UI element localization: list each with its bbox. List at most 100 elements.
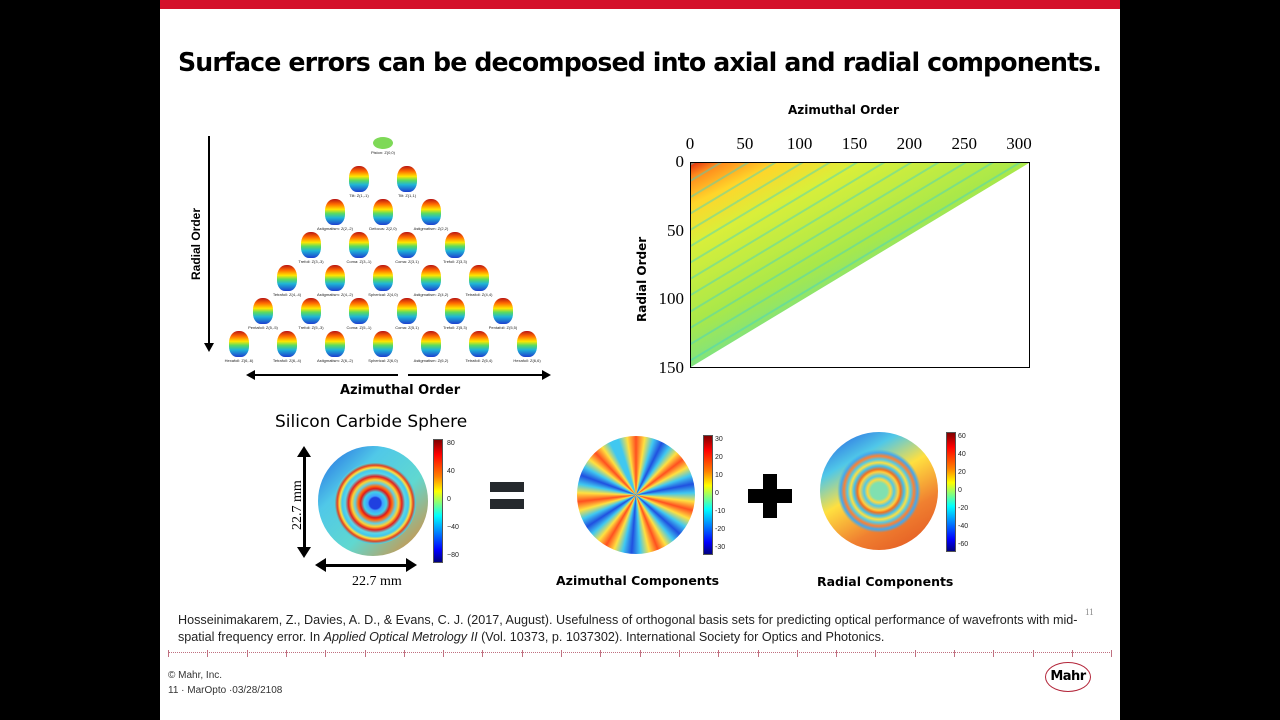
zernike-mode-label: Trefoil: Z(5,3) xyxy=(443,325,467,330)
footer-ruler xyxy=(168,650,1113,658)
zernike-mode-label: Tetrafoil: Z(4,4) xyxy=(465,292,493,297)
zernike-surface-icon xyxy=(397,298,417,324)
zernike-mode: Astigmatism: Z(4,2) xyxy=(411,265,451,297)
zernike-mode: Astigmatism: Z(4,-2) xyxy=(315,265,355,297)
azimuthal-order-label: Azimuthal Order xyxy=(340,383,461,398)
zernike-mode-label: Astigmatism: Z(4,-2) xyxy=(316,292,353,297)
zernike-mode: Coma: Z(5,-1) xyxy=(339,298,379,330)
zernike-mode-label: Tetrafoil: Z(4,-4) xyxy=(272,292,302,297)
zernike-mode-label: Astigmatism: Z(6,2) xyxy=(413,358,449,363)
zernike-mode-label: Trefoil: Z(5,-3) xyxy=(298,325,324,330)
zernike-mode-label: Astigmatism: Z(2,2) xyxy=(413,226,449,231)
zernike-surface-icon xyxy=(421,265,441,291)
y-tick-label: 150 xyxy=(658,358,685,377)
zernike-mode-label: Astigmatism: Z(4,2) xyxy=(413,292,449,297)
zernike-surface-icon xyxy=(445,232,465,258)
y-tick-label: 50 xyxy=(667,220,684,240)
citation-text: Hosseinimakarem, Z., Davies, A. D., & Ev… xyxy=(178,613,1078,644)
colorbar-tick-label: 20 xyxy=(958,469,966,476)
zernike-mode: Hexafoil: Z(6,-6) xyxy=(219,331,259,363)
footer-meta: 11 · MarOpto ·03/28/2108 xyxy=(168,685,283,696)
y-tick-label: 0 xyxy=(675,152,685,171)
zernike-surface-icon xyxy=(517,331,537,357)
zernike-mode: Spherical: Z(4,0) xyxy=(363,265,403,297)
zernike-mode: Tilt: Z(1,-1) xyxy=(339,166,379,198)
zernike-mode-label: Trefoil: Z(3,-3) xyxy=(298,259,324,264)
zernike-mode-label: Coma: Z(3,-1) xyxy=(346,259,372,264)
mahr-logo: Mahr xyxy=(1045,662,1091,692)
zernike-surface-icon xyxy=(493,298,513,324)
zernike-surface-icon xyxy=(373,199,393,225)
width-dimension-label: 22.7 mm xyxy=(352,574,402,589)
slide: Surface errors can be decomposed into ax… xyxy=(160,0,1120,720)
radial-components-map xyxy=(820,432,938,550)
zernike-pyramid-figure: Radial Order Piston: Z(0,0) Tilt: Z(1,-1)… xyxy=(170,125,570,405)
coefficient-heatmap-chart: Azimuthal Order Radial Order xyxy=(630,100,1050,380)
sic-colorbar xyxy=(433,439,443,563)
zernike-surface-icon xyxy=(301,298,321,324)
zernike-mode: Tetrafoil: Z(4,4) xyxy=(459,265,499,297)
radial-colorbar xyxy=(946,432,956,552)
zernike-mode-label: Defocus: Z(2,0) xyxy=(369,226,397,231)
equals-icon-lower xyxy=(490,499,524,509)
colorbar-tick-label: −40 xyxy=(447,524,459,531)
radial-order-arrow xyxy=(208,136,210,348)
azimuthal-components-map xyxy=(577,436,695,554)
zernike-mode: Defocus: Z(2,0) xyxy=(363,199,403,231)
zernike-mode: Astigmatism: Z(6,2) xyxy=(411,331,451,363)
arrow-left-icon xyxy=(315,558,326,572)
zernike-mode-label: Astigmatism: Z(6,-2) xyxy=(316,358,353,363)
zernike-mode: Trefoil: Z(5,3) xyxy=(435,298,475,330)
zernike-mode: Spherical: Z(6,0) xyxy=(363,331,403,363)
arrow-down-icon xyxy=(204,343,214,352)
colorbar-tick-label: −80 xyxy=(447,552,459,559)
zernike-mode: Hexafoil: Z(6,6) xyxy=(507,331,547,363)
colorbar-tick-label: -40 xyxy=(958,523,969,530)
sic-sphere-title: Silicon Carbide Sphere xyxy=(275,412,468,432)
zernike-surface-icon xyxy=(421,331,441,357)
zernike-surface-icon xyxy=(421,199,441,225)
zernike-surface-icon xyxy=(373,265,393,291)
x-tick-label: 200 xyxy=(896,134,923,153)
x-tick-label: 50 xyxy=(736,134,754,153)
zernike-surface-icon xyxy=(397,232,417,258)
citation: Hosseinimakarem, Z., Davies, A. D., & Ev… xyxy=(178,612,1108,646)
azimuthal-arrow-right xyxy=(408,374,543,376)
citation-text-end: (Vol. 10373, p. 1037302). International … xyxy=(477,630,885,644)
plus-icon-vertical xyxy=(763,474,777,518)
zernike-mode-label: Astigmatism: Z(2,-2) xyxy=(316,226,353,231)
colorbar-tick-label: -60 xyxy=(958,541,969,548)
heatmap-triangle xyxy=(691,163,1029,367)
zernike-mode-label: Piston: Z(0,0) xyxy=(370,150,395,155)
zernike-mode: Astigmatism: Z(2,2) xyxy=(411,199,451,231)
zernike-surface-icon xyxy=(349,166,369,192)
zernike-surface-icon xyxy=(349,232,369,258)
zernike-surface-icon xyxy=(277,265,297,291)
zernike-mode-label: Trefoil: Z(3,3) xyxy=(443,259,467,264)
zernike-surface-icon xyxy=(373,137,393,149)
zernike-mode-label: Pentafoil: Z(5,5) xyxy=(488,325,518,330)
zernike-mode: Astigmatism: Z(2,-2) xyxy=(315,199,355,231)
radial-order-label: Radial Order xyxy=(189,207,203,280)
zernike-mode-label: Pentafoil: Z(5,-5) xyxy=(248,325,278,330)
zernike-surface-icon xyxy=(253,298,273,324)
copyright: © Mahr, Inc. xyxy=(168,670,223,681)
zernike-mode: Tetrafoil: Z(4,-4) xyxy=(267,265,307,297)
colorbar-tick-label: -20 xyxy=(715,526,726,533)
zernike-mode: Coma: Z(3,-1) xyxy=(339,232,379,264)
x-tick-label: 0 xyxy=(685,134,695,153)
zernike-mode-label: Tetrafoil: Z(6,4) xyxy=(465,358,493,363)
colorbar-tick-label: 80 xyxy=(447,440,455,447)
zernike-surface-icon xyxy=(469,331,489,357)
zernike-mode: Astigmatism: Z(6,-2) xyxy=(315,331,355,363)
zernike-surface-icon xyxy=(349,298,369,324)
zernike-mode-label: Coma: Z(3,1) xyxy=(395,259,419,264)
azimuthal-components-caption: Azimuthal Components xyxy=(556,573,720,588)
arrow-left-icon xyxy=(246,370,255,380)
zernike-surface-icon xyxy=(229,331,249,357)
zernike-surface-icon xyxy=(373,331,393,357)
radial-components-caption: Radial Components xyxy=(817,574,954,589)
width-dimension-arrow xyxy=(322,564,410,567)
zernike-mode-label: Hexafoil: Z(6,6) xyxy=(513,358,541,363)
zernike-mode: Tetrafoil: Z(6,-4) xyxy=(267,331,307,363)
